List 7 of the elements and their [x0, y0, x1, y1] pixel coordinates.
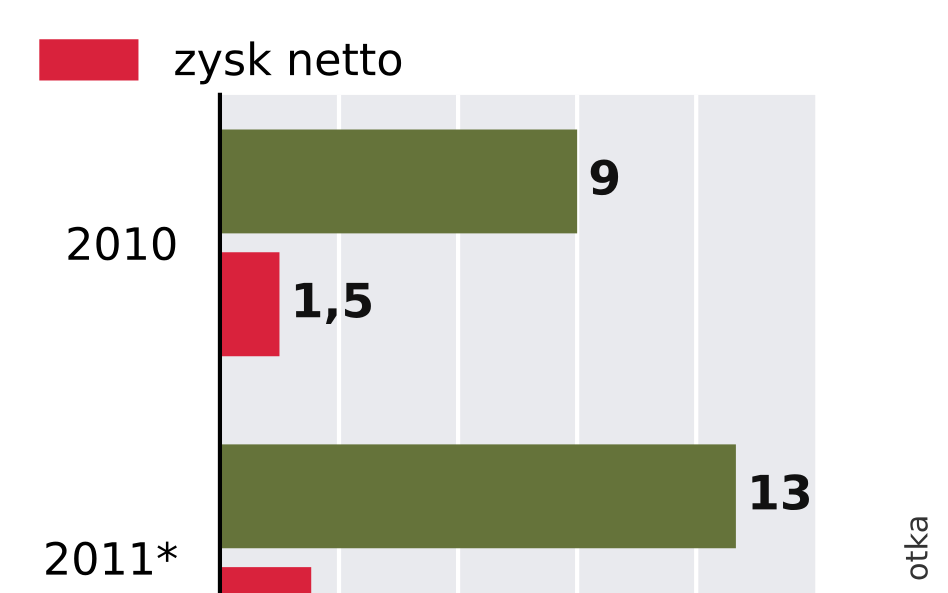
data-label: 9: [590, 159, 618, 196]
data-label: 1,5: [296, 282, 371, 324]
data-label: 13: [752, 474, 809, 510]
text: otka: [904, 517, 928, 580]
y-tick-label: 2011*: [46, 542, 177, 576]
y-tick-label: 2010: [68, 226, 176, 260]
legend-label: zysk netto: [175, 41, 402, 84]
